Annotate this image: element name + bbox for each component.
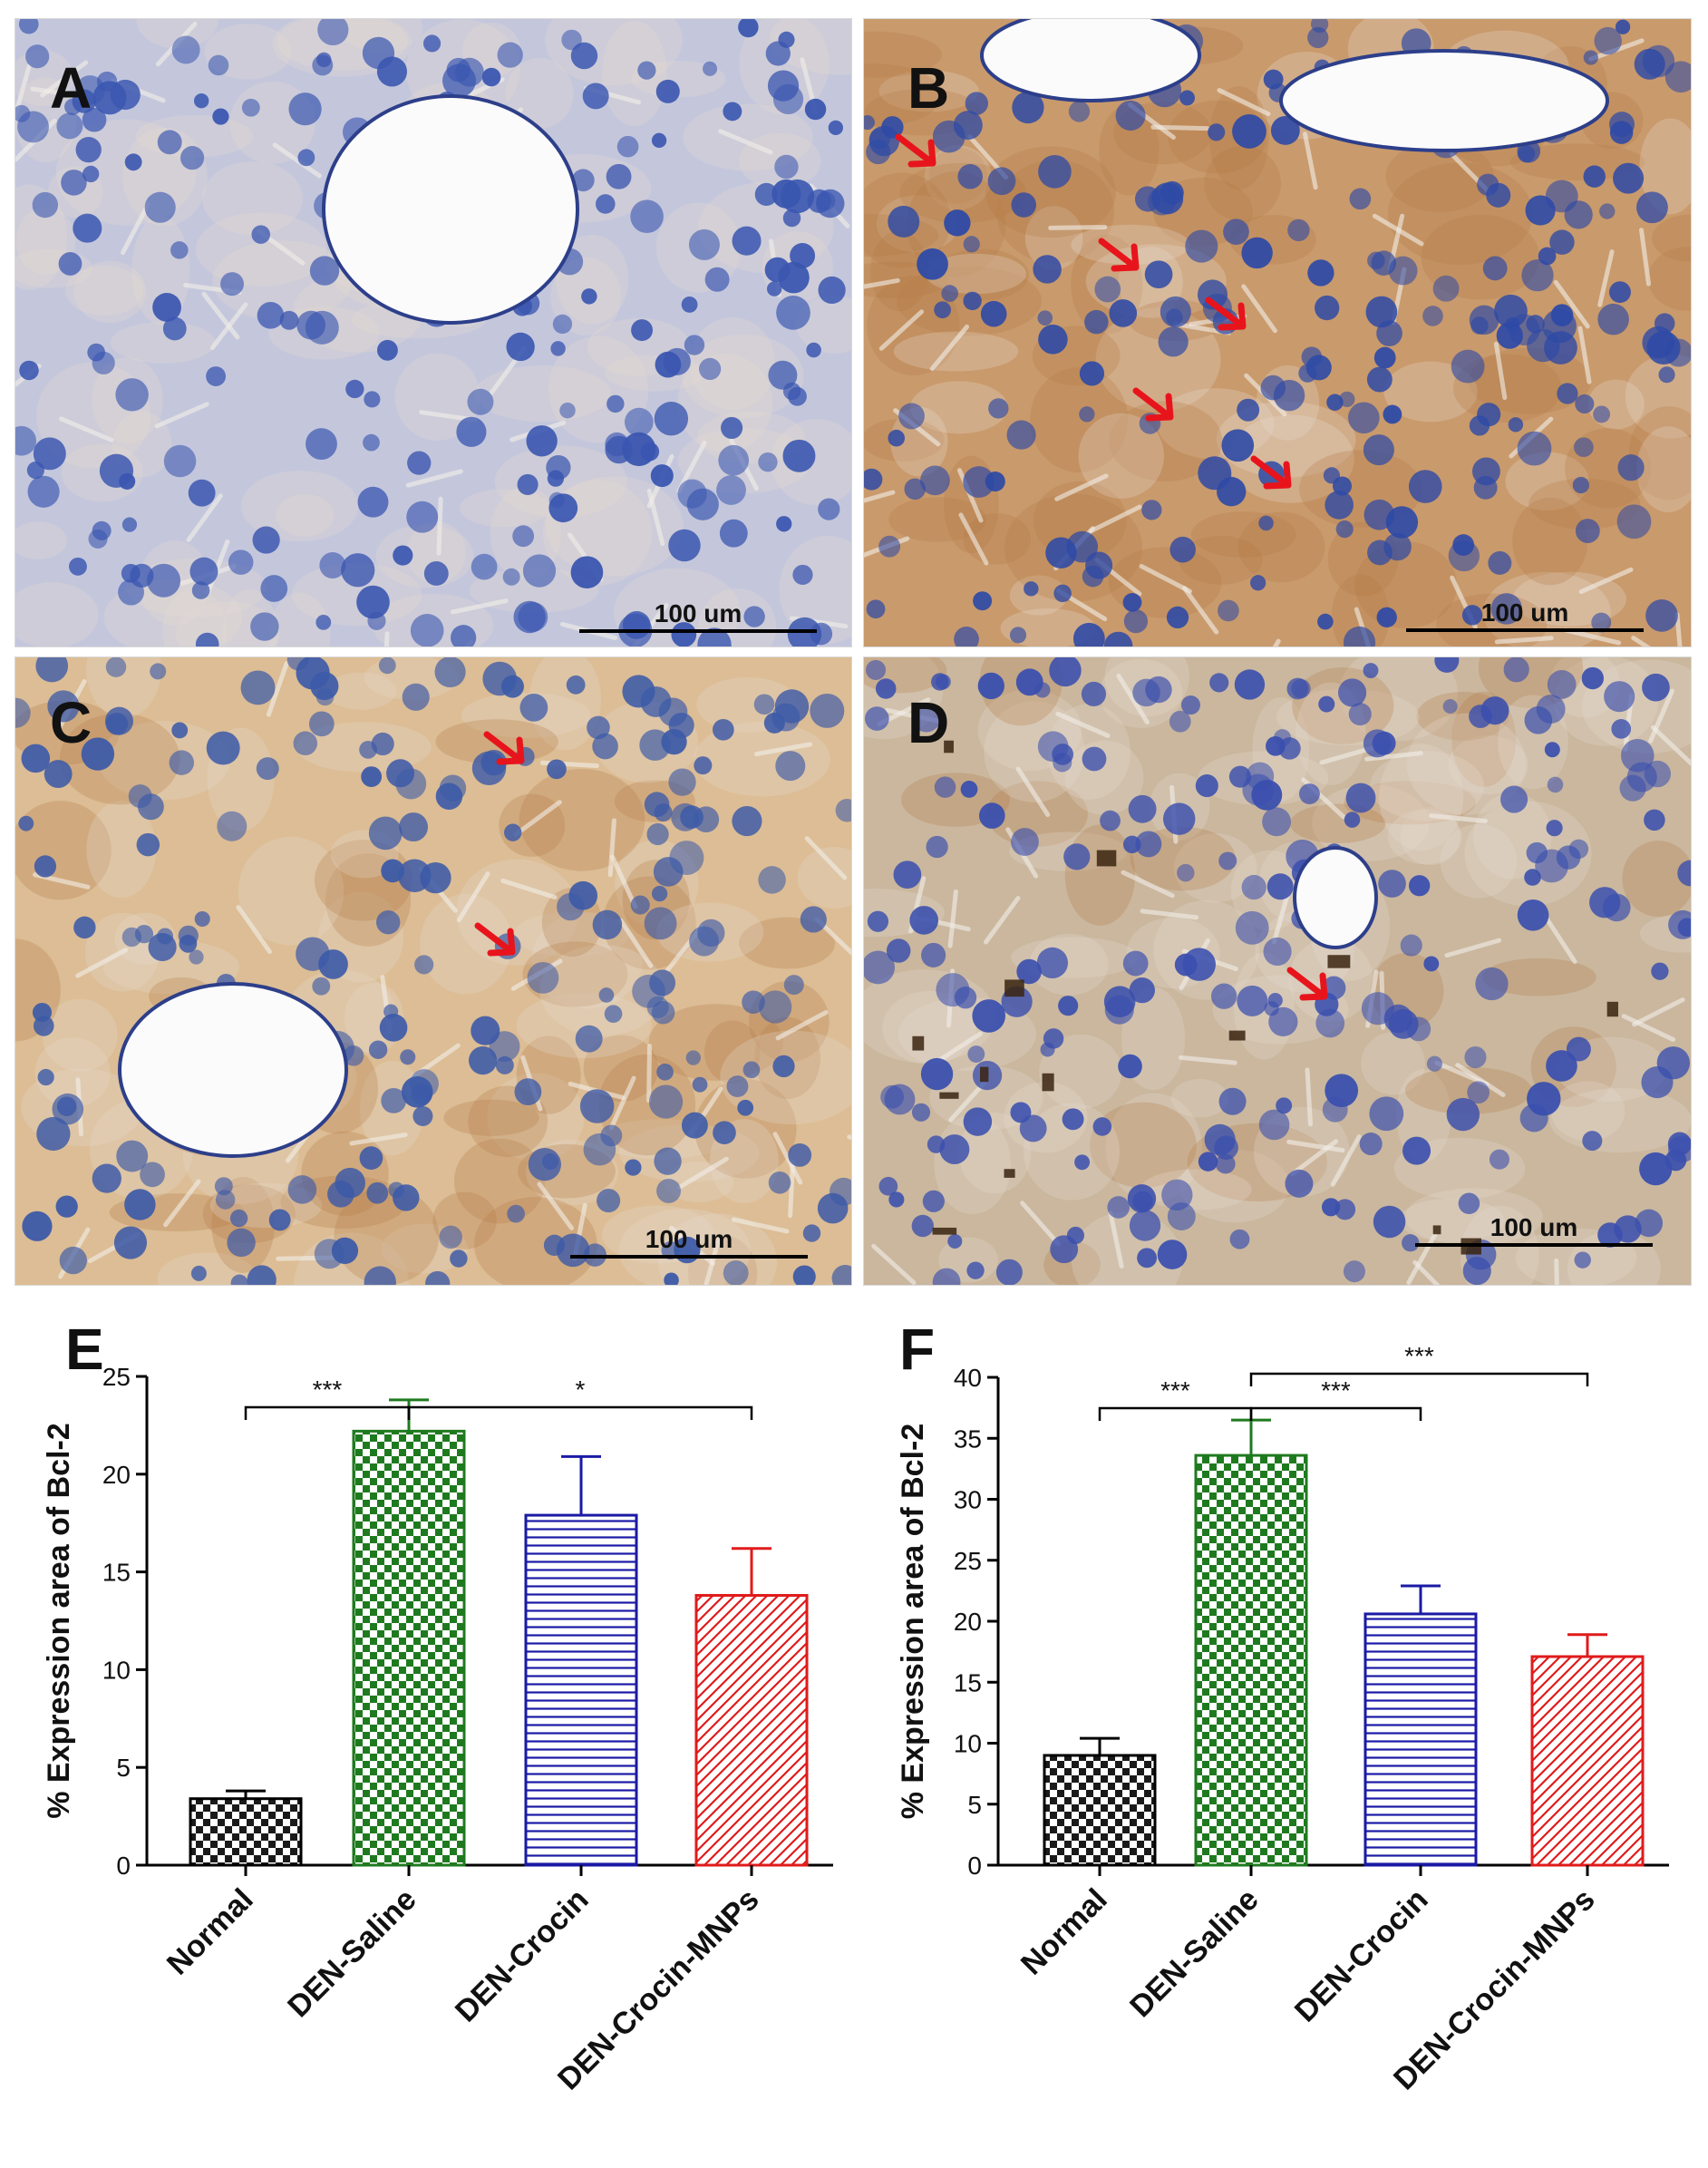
significance-label: *** xyxy=(313,1376,343,1404)
panel-letter: D xyxy=(907,690,950,755)
scale-bar xyxy=(579,629,817,633)
scale-bar xyxy=(1415,1243,1653,1247)
significance-bracket xyxy=(407,1405,753,1420)
x-tick-label: DEN-Crocin xyxy=(1288,1882,1435,2029)
y-tick-label: 30 xyxy=(954,1486,982,1514)
bar-normal xyxy=(1043,1754,1157,1867)
micrograph-panel-c: C 100 um xyxy=(15,656,852,1286)
error-bar xyxy=(561,1454,601,1516)
tissue-image xyxy=(15,657,851,1285)
scale-label: 100 um xyxy=(1490,1213,1578,1241)
error-bar xyxy=(1401,1584,1441,1614)
bar-normal xyxy=(189,1797,303,1867)
red-arrow-icon xyxy=(1250,455,1292,490)
bar-den-crocin xyxy=(1363,1612,1478,1867)
y-tick-label: 35 xyxy=(954,1424,982,1453)
tissue-image xyxy=(864,657,1691,1285)
chart-canvas: E % Expression area of Bcl-2 0 5 10 15 20 25 Nor… xyxy=(42,1317,833,2096)
x-tick-label: DEN-Saline xyxy=(281,1882,422,2024)
y-tick-label: 15 xyxy=(102,1559,131,1587)
panel-letter: A xyxy=(50,55,92,121)
y-tick-label: 20 xyxy=(954,1608,982,1636)
scale-label: 100 um xyxy=(1480,598,1569,627)
y-tick-label: 0 xyxy=(116,1852,131,1880)
significance-bracket xyxy=(1098,1406,1253,1421)
y-tick-label: 5 xyxy=(967,1791,982,1819)
red-arrow-icon xyxy=(895,133,936,168)
significance-label: *** xyxy=(1160,1376,1190,1405)
y-tick-label: 40 xyxy=(954,1364,982,1392)
y-tick-label: 10 xyxy=(954,1730,982,1758)
scale-bar xyxy=(1406,628,1644,632)
significance-label: *** xyxy=(1321,1376,1351,1405)
bar-chart-e: E % Expression area of Bcl-2 0 5 10 15 20 25 Nor… xyxy=(0,1297,854,2158)
error-bar xyxy=(1231,1418,1271,1456)
bar-den-saline xyxy=(352,1429,466,1867)
y-axis-label: % Expression area of Bcl-2 xyxy=(42,1423,76,1819)
y-tick-label: 5 xyxy=(116,1754,131,1782)
red-arrow-icon xyxy=(1098,238,1140,272)
panel-letter: E xyxy=(65,1317,104,1382)
red-arrow-icon xyxy=(1132,387,1174,422)
tissue-image xyxy=(864,19,1691,647)
micrograph-panel-a: A 100 um xyxy=(15,18,852,647)
red-arrow-icon xyxy=(474,922,516,957)
error-bar xyxy=(226,1789,266,1799)
micrograph-panel-b: B 100 um xyxy=(863,18,1692,647)
y-tick-label: 15 xyxy=(954,1668,982,1696)
panel-letter: B xyxy=(907,55,950,121)
x-tick-label: DEN-Saline xyxy=(1123,1882,1265,2024)
significance-label: *** xyxy=(1404,1342,1434,1370)
bar-chart-f: F % Expression area of Bcl-2 0 5 10 15 20 25 30 3… xyxy=(854,1297,1708,2158)
scale-bar xyxy=(570,1255,808,1259)
bar-den-crocin xyxy=(524,1513,638,1867)
x-tick-label: Normal xyxy=(1014,1882,1114,1982)
significance-bracket xyxy=(1249,1406,1422,1421)
significance-bracket xyxy=(1249,1372,1589,1386)
red-arrow-icon xyxy=(1286,967,1328,1001)
y-tick-label: 0 xyxy=(967,1852,982,1880)
y-tick-label: 10 xyxy=(102,1656,131,1684)
bar-den-crocin-mnps xyxy=(694,1593,809,1867)
significance-bracket xyxy=(244,1405,411,1420)
chart-canvas: F % Expression area of Bcl-2 0 5 10 15 20 25 30 3… xyxy=(896,1317,1669,2096)
scale-label: 100 um xyxy=(654,599,742,627)
error-bar xyxy=(732,1547,772,1596)
bar-den-saline xyxy=(1194,1453,1308,1867)
panel-letter: C xyxy=(50,690,92,755)
x-tick-label: Normal xyxy=(160,1882,260,1982)
micrograph-panel-d: D 100 um xyxy=(863,656,1692,1286)
error-bar xyxy=(1080,1736,1120,1755)
panel-letter: F xyxy=(899,1317,935,1382)
red-arrow-icon xyxy=(483,731,525,765)
y-tick-label: 25 xyxy=(954,1547,982,1575)
tissue-image xyxy=(15,19,851,647)
y-tick-label: 25 xyxy=(102,1363,131,1391)
red-arrow-icon xyxy=(1205,297,1247,331)
x-tick-label: DEN-Crocin xyxy=(449,1882,596,2029)
scale-label: 100 um xyxy=(645,1225,733,1253)
bar-den-crocin-mnps xyxy=(1530,1655,1645,1867)
error-bar xyxy=(1567,1633,1607,1658)
y-axis-label: % Expression area of Bcl-2 xyxy=(896,1424,930,1820)
significance-label: * xyxy=(576,1376,586,1404)
y-tick-label: 20 xyxy=(102,1461,131,1489)
